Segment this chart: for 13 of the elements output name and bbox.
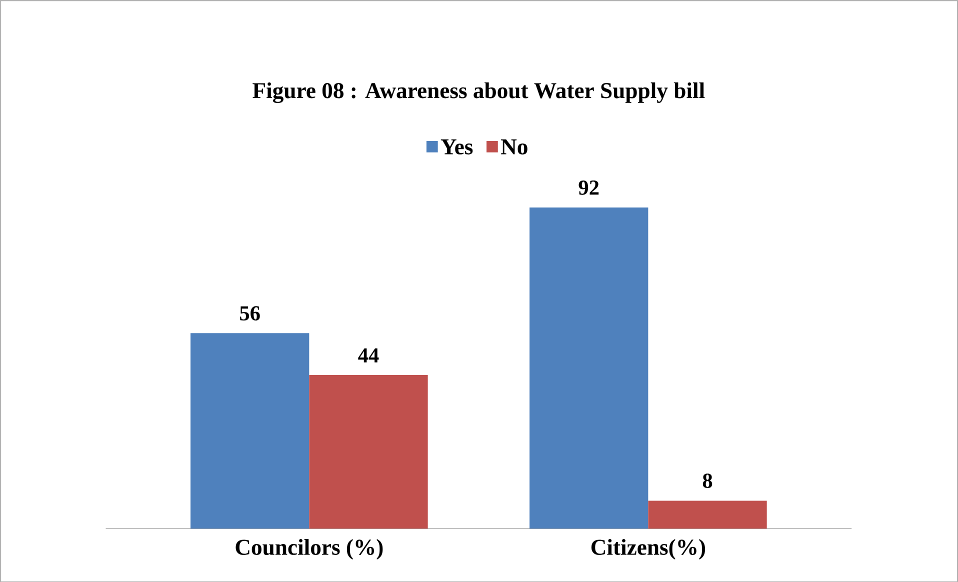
- data-label: 8: [702, 473, 712, 488]
- bar: [190, 332, 310, 528]
- data-label: 56: [240, 306, 260, 320]
- bar: [530, 207, 648, 528]
- x-tick-label: Citizens(%): [591, 538, 706, 560]
- legend-label: Yes: [440, 139, 473, 154]
- x-tick-label: Councilors (%): [236, 538, 383, 560]
- data-label: 44: [358, 348, 379, 362]
- chart-title: Figure 08 : Awareness about Water Supply bill: [252, 82, 705, 103]
- legend-label: No: [500, 139, 528, 154]
- data-label: 92: [578, 180, 599, 195]
- bar: [309, 374, 428, 528]
- bar: [648, 500, 767, 528]
